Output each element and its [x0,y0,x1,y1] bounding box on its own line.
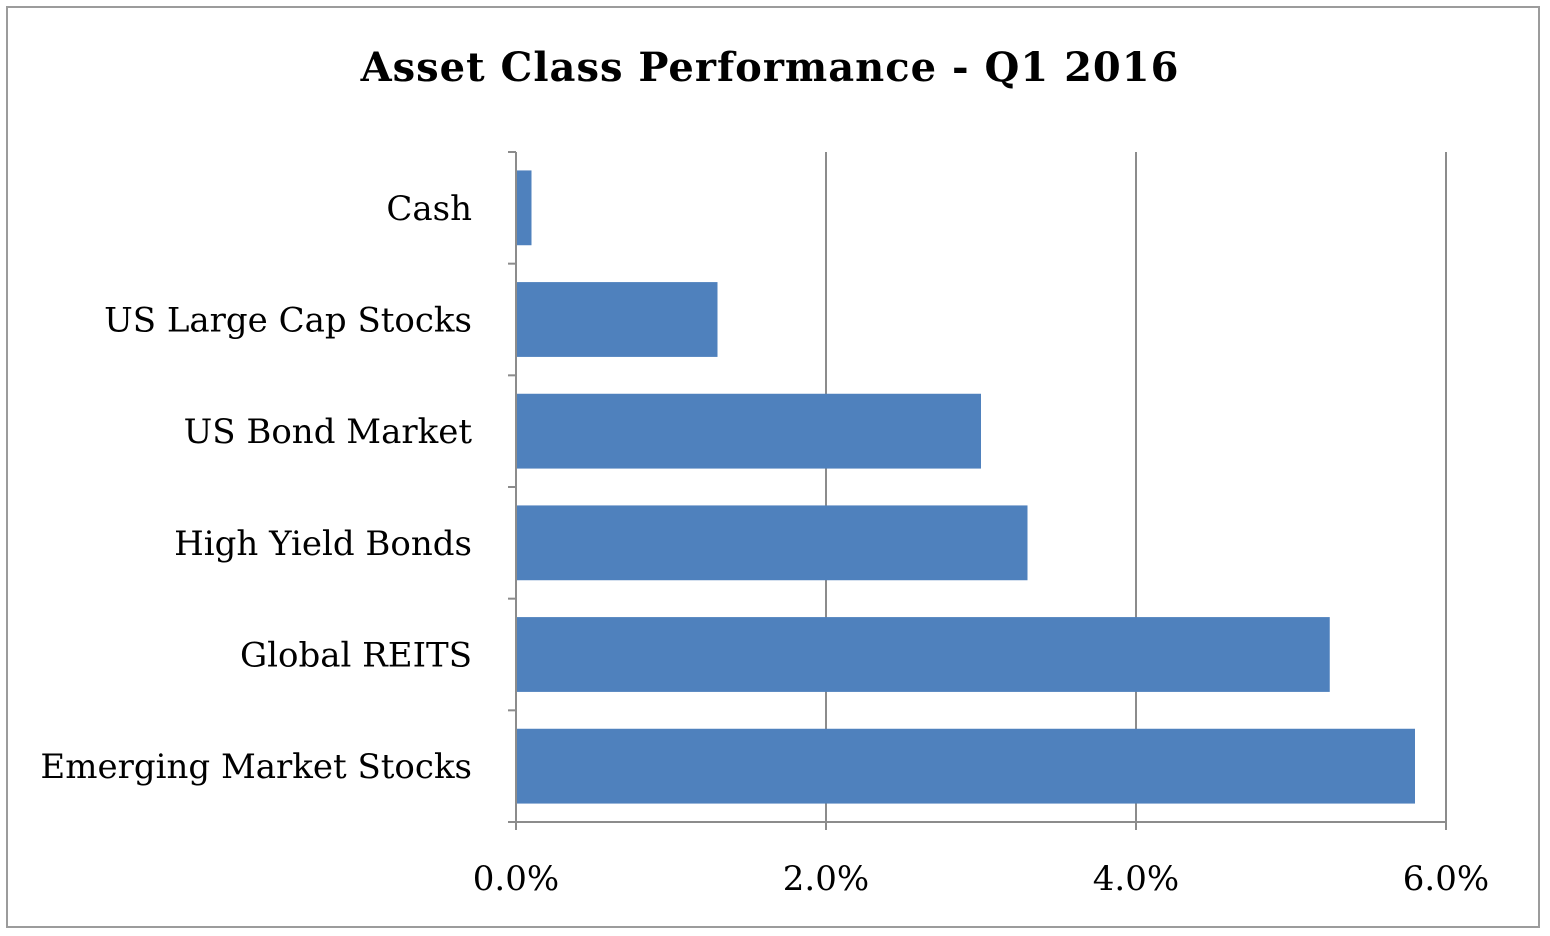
category-label: High Yield Bonds [174,524,472,564]
category-label: Global REITS [240,636,472,676]
bar-series [517,170,1415,804]
category-label: Emerging Market Stocks [40,747,472,787]
category-label: US Bond Market [184,412,473,452]
bar [517,728,1415,804]
x-tick-label: 2.0% [783,859,869,899]
axes [508,151,1447,830]
bar [517,282,718,357]
bar [517,617,1330,692]
x-tick-label: 0.0% [473,859,559,899]
x-tick-label: 4.0% [1093,859,1179,899]
grid-lines [825,152,1447,822]
bar [517,170,532,246]
category-label: Cash [386,189,472,229]
bar [517,505,1028,581]
axis-labels: 0.0% 2.0% 4.0% 6.0% Cash US Large Cap Stocks U… [40,189,1489,899]
category-label: US Large Cap Stocks [104,301,472,341]
x-tick-label: 6.0% [1403,859,1489,899]
bar [517,393,981,469]
chart-title: Asset Class Performance - Q1 2016 [360,44,1180,91]
